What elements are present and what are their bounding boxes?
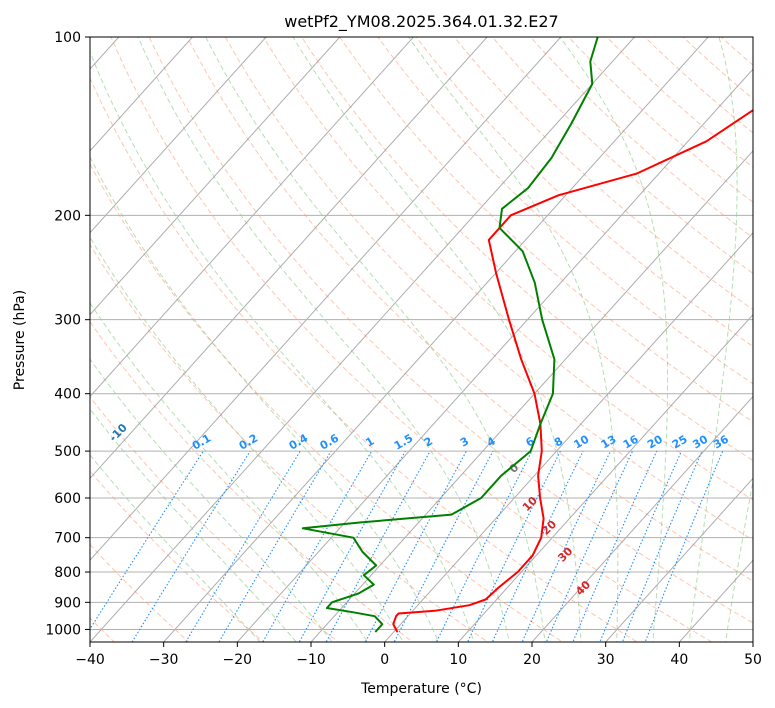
dry-adiabat-line [90,243,489,642]
plot-frame [89,36,754,643]
profile-series [301,37,753,633]
x-tick-label: 40 [670,652,688,668]
isotherm-line [90,37,488,480]
dry-adiabat-line [90,543,190,642]
mixing-ratio-line [621,450,703,642]
x-tick-label: 50 [744,652,762,668]
moist-adiabat-line [688,37,738,642]
x-axis-label: Temperature (°C) [360,681,482,697]
isotherm-line [90,37,415,398]
y-tick-label: 100 [54,30,81,46]
dry-adiabat-line [110,37,713,642]
x-tick-label: 20 [523,652,541,668]
mixing-ratio-lines [90,450,724,642]
mixing-ratio-line [185,450,301,642]
isotherm-line [90,37,636,642]
isotherm-line [90,37,562,561]
x-tick-label: 30 [597,652,615,668]
x-tick-label: 0 [380,652,389,668]
y-tick-label: 300 [54,313,81,329]
y-tick-label: 600 [54,491,81,507]
mixing-ratio-line [364,450,467,642]
dry-adiabat-line [90,470,265,642]
dry-adiabat-line [90,396,340,642]
isotherm-line [236,68,753,642]
isotherm-line [90,37,267,234]
x-tick-label: −40 [75,652,105,668]
dry-adiabat-line [491,37,753,275]
x-axis: −40 −30 −20 −10 0 10 20 30 40 50 [75,642,762,668]
isotherm-line [163,37,709,642]
x-tick-label: −30 [149,652,179,668]
y-tick-label: 200 [54,208,81,224]
x-tick-label: −20 [223,652,253,668]
dewpoint-line [301,37,599,633]
moist-adiabat-line [90,156,440,642]
mixing-ratio-line [491,450,584,642]
y-tick-label: 800 [54,565,81,581]
moist-adiabat-line [205,37,546,642]
mixing-ratio-line [599,450,682,642]
y-tick-label: 400 [54,387,81,403]
mixing-ratio-line [262,450,373,642]
y-axis-label: Pressure (hPa) [12,290,28,390]
mixing-ratio-line [521,450,611,642]
isotherm-line [310,150,753,642]
dry-adiabat-line [262,37,753,501]
isotherms [90,37,753,642]
dry-adiabat-line [415,37,753,348]
isotherm-line [90,37,194,152]
moist-adiabat-line [90,50,475,642]
dry-adiabat-line [453,37,753,311]
plot-area: 0.10.20.40.611.52346810131620253036-100-… [90,37,753,642]
moist-adiabat-line [725,477,753,642]
mixing-ratio-line [131,450,251,642]
dry-adiabat-line [148,37,753,624]
mixing-ratio-line [393,450,494,642]
isotherm-line [457,313,753,642]
x-tick-label: −10 [296,652,326,668]
y-tick-label: 1000 [45,622,81,638]
chart-title: wetPf2_YM08.2025.364.01.32.E27 [284,12,558,32]
x-tick-label: 10 [449,652,467,668]
isotherm-line [384,232,753,642]
moist-adiabat-line [137,37,510,642]
temperature-line [392,109,753,633]
y-tick-label: 500 [54,444,81,460]
y-tick-label: 900 [54,595,81,611]
isobar-gridlines [90,37,753,630]
dry-adiabat-line [90,320,414,642]
dry-adiabat-line [377,37,753,385]
dry-adiabat-line [224,37,753,541]
isotherm-line [531,395,753,642]
mixing-ratio-line [218,450,332,642]
y-tick-label: 700 [54,531,81,547]
dry-adiabat-line [90,76,639,642]
dry-adiabats [90,37,753,642]
mixing-ratio-line [435,450,533,642]
isotherm-line [90,37,341,316]
isotherm-line [605,477,753,642]
y-axis: 100 200 300 400 500 600 700 800 900 1000 [45,30,90,638]
mixing-ratio-line [644,450,724,642]
